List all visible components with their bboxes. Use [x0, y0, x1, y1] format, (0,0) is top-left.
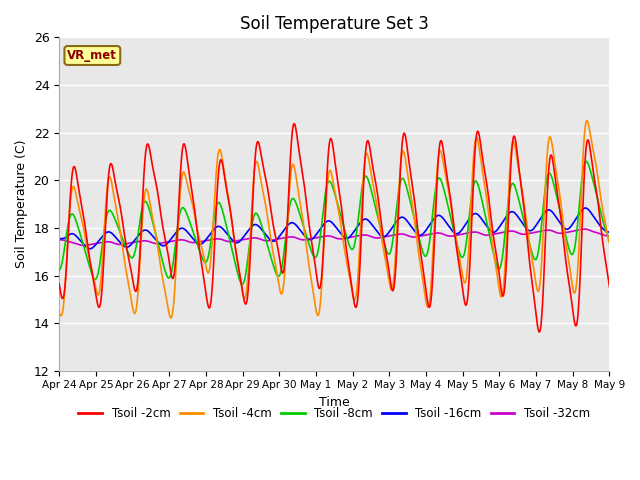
Tsoil -2cm: [90, 279, 98, 285]
Tsoil -16cm: [90, 244, 98, 250]
Tsoil -2cm: [122, 238, 129, 243]
Tsoil -2cm: [227, 207, 234, 213]
X-axis label: Time: Time: [319, 396, 349, 409]
Line: Tsoil -2cm: Tsoil -2cm: [59, 124, 609, 332]
Tsoil -4cm: [90, 276, 98, 282]
Tsoil -16cm: [481, 220, 488, 226]
Tsoil -8cm: [582, 158, 590, 164]
Tsoil -4cm: [122, 264, 129, 269]
Tsoil -32cm: [605, 233, 613, 239]
Tsoil -4cm: [481, 179, 488, 185]
Tsoil -16cm: [86, 246, 93, 252]
Tsoil -8cm: [436, 175, 444, 181]
Tsoil -32cm: [581, 226, 589, 232]
Tsoil -16cm: [436, 213, 444, 218]
Tsoil -16cm: [605, 229, 613, 235]
Tsoil -4cm: [121, 259, 129, 264]
Tsoil -8cm: [481, 207, 488, 213]
Tsoil -2cm: [481, 166, 488, 171]
Tsoil -16cm: [582, 205, 589, 211]
Text: VR_met: VR_met: [67, 49, 117, 62]
Tsoil -4cm: [55, 312, 63, 317]
Tsoil -8cm: [55, 267, 63, 273]
Tsoil -16cm: [55, 236, 63, 241]
Tsoil -16cm: [121, 244, 129, 250]
Legend: Tsoil -2cm, Tsoil -4cm, Tsoil -8cm, Tsoil -16cm, Tsoil -32cm: Tsoil -2cm, Tsoil -4cm, Tsoil -8cm, Tsoi…: [74, 402, 595, 425]
Line: Tsoil -4cm: Tsoil -4cm: [59, 120, 609, 318]
Tsoil -32cm: [55, 237, 63, 242]
Tsoil -8cm: [227, 239, 234, 245]
Tsoil -2cm: [55, 281, 63, 287]
Tsoil -4cm: [583, 118, 591, 123]
Tsoil -32cm: [121, 241, 129, 247]
Line: Tsoil -16cm: Tsoil -16cm: [59, 208, 609, 249]
Tsoil -32cm: [227, 239, 234, 245]
Tsoil -16cm: [227, 235, 234, 241]
Tsoil -8cm: [90, 275, 98, 281]
Tsoil -2cm: [121, 232, 129, 238]
Tsoil -8cm: [605, 234, 613, 240]
Y-axis label: Soil Temperature (C): Soil Temperature (C): [15, 140, 28, 268]
Tsoil -2cm: [291, 121, 298, 127]
Tsoil -32cm: [436, 230, 444, 236]
Line: Tsoil -32cm: Tsoil -32cm: [59, 229, 609, 245]
Tsoil -2cm: [605, 284, 613, 289]
Tsoil -32cm: [79, 242, 87, 248]
Title: Soil Temperature Set 3: Soil Temperature Set 3: [240, 15, 429, 33]
Tsoil -4cm: [436, 148, 444, 154]
Tsoil -16cm: [122, 244, 129, 250]
Tsoil -4cm: [605, 240, 613, 246]
Tsoil -4cm: [227, 207, 234, 213]
Tsoil -4cm: [167, 315, 175, 321]
Tsoil -2cm: [536, 329, 543, 335]
Tsoil -32cm: [481, 232, 488, 238]
Tsoil -32cm: [122, 241, 129, 247]
Tsoil -8cm: [239, 281, 246, 287]
Tsoil -8cm: [122, 243, 129, 249]
Tsoil -8cm: [121, 241, 129, 247]
Tsoil -2cm: [436, 144, 444, 150]
Tsoil -32cm: [90, 241, 98, 247]
Line: Tsoil -8cm: Tsoil -8cm: [59, 161, 609, 284]
